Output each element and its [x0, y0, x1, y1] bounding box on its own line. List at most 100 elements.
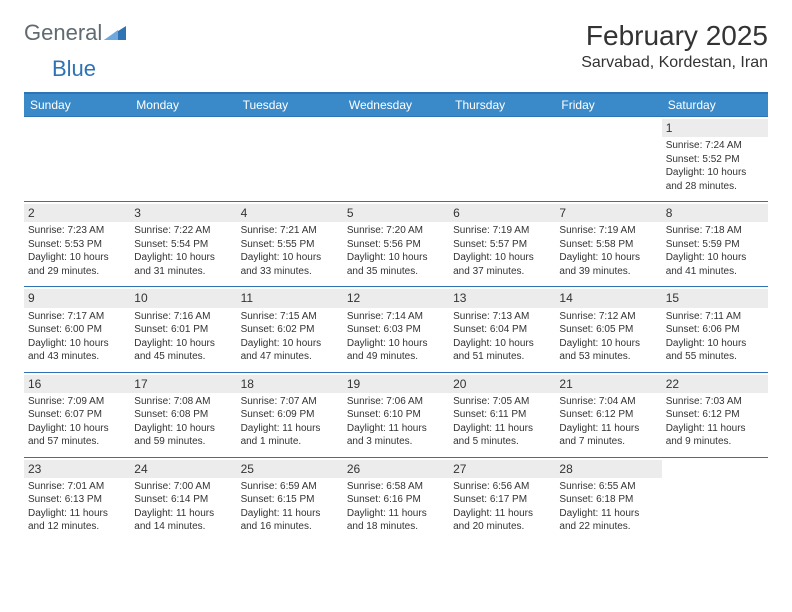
- day-cell: 13Sunrise: 7:13 AMSunset: 6:04 PMDayligh…: [449, 287, 555, 372]
- sunset-text: Sunset: 6:12 PM: [666, 408, 764, 422]
- day-number: 26: [343, 460, 449, 478]
- day-number: 12: [343, 289, 449, 307]
- sunset-text: Sunset: 5:58 PM: [559, 238, 657, 252]
- sunset-text: Sunset: 6:07 PM: [28, 408, 126, 422]
- daylight-text: Daylight: 11 hours and 16 minutes.: [241, 507, 339, 534]
- daylight-text: Daylight: 10 hours and 35 minutes.: [347, 251, 445, 278]
- sunset-text: Sunset: 5:59 PM: [666, 238, 764, 252]
- week-row: 2Sunrise: 7:23 AMSunset: 5:53 PMDaylight…: [24, 202, 768, 287]
- day-number: 27: [449, 460, 555, 478]
- day-number: 15: [662, 289, 768, 307]
- sunset-text: Sunset: 5:56 PM: [347, 238, 445, 252]
- day-cell: 23Sunrise: 7:01 AMSunset: 6:13 PMDayligh…: [24, 457, 130, 542]
- day-number: 6: [449, 204, 555, 222]
- sunrise-text: Sunrise: 6:58 AM: [347, 480, 445, 494]
- sunrise-text: Sunrise: 7:06 AM: [347, 395, 445, 409]
- day-cell: 24Sunrise: 7:00 AMSunset: 6:14 PMDayligh…: [130, 457, 236, 542]
- dayhead-sat: Saturday: [662, 93, 768, 117]
- sunset-text: Sunset: 6:06 PM: [666, 323, 764, 337]
- day-number: 9: [24, 289, 130, 307]
- day-number: 11: [237, 289, 343, 307]
- month-title: February 2025: [581, 20, 768, 52]
- day-number: 22: [662, 375, 768, 393]
- sunset-text: Sunset: 6:02 PM: [241, 323, 339, 337]
- sunrise-text: Sunrise: 7:19 AM: [559, 224, 657, 238]
- day-cell: 28Sunrise: 6:55 AMSunset: 6:18 PMDayligh…: [555, 457, 661, 542]
- day-number: 13: [449, 289, 555, 307]
- day-cell: 19Sunrise: 7:06 AMSunset: 6:10 PMDayligh…: [343, 372, 449, 457]
- sunset-text: Sunset: 6:16 PM: [347, 493, 445, 507]
- day-number: 17: [130, 375, 236, 393]
- daylight-text: Daylight: 11 hours and 5 minutes.: [453, 422, 551, 449]
- day-cell: 15Sunrise: 7:11 AMSunset: 6:06 PMDayligh…: [662, 287, 768, 372]
- daylight-text: Daylight: 11 hours and 9 minutes.: [666, 422, 764, 449]
- sunset-text: Sunset: 6:01 PM: [134, 323, 232, 337]
- day-cell: 20Sunrise: 7:05 AMSunset: 6:11 PMDayligh…: [449, 372, 555, 457]
- daylight-text: Daylight: 11 hours and 14 minutes.: [134, 507, 232, 534]
- daylight-text: Daylight: 10 hours and 37 minutes.: [453, 251, 551, 278]
- sunset-text: Sunset: 6:10 PM: [347, 408, 445, 422]
- day-cell: 2Sunrise: 7:23 AMSunset: 5:53 PMDaylight…: [24, 202, 130, 287]
- sunrise-text: Sunrise: 7:05 AM: [453, 395, 551, 409]
- sunset-text: Sunset: 6:13 PM: [28, 493, 126, 507]
- sunset-text: Sunset: 5:52 PM: [666, 153, 764, 167]
- day-number: 25: [237, 460, 343, 478]
- week-row: 1Sunrise: 7:24 AMSunset: 5:52 PMDaylight…: [24, 117, 768, 202]
- daylight-text: Daylight: 11 hours and 22 minutes.: [559, 507, 657, 534]
- daylight-text: Daylight: 10 hours and 31 minutes.: [134, 251, 232, 278]
- sunset-text: Sunset: 5:54 PM: [134, 238, 232, 252]
- daylight-text: Daylight: 10 hours and 45 minutes.: [134, 337, 232, 364]
- day-number: 4: [237, 204, 343, 222]
- day-number: 18: [237, 375, 343, 393]
- sunrise-text: Sunrise: 7:07 AM: [241, 395, 339, 409]
- day-header-row: Sunday Monday Tuesday Wednesday Thursday…: [24, 93, 768, 117]
- location: Sarvabad, Kordestan, Iran: [581, 54, 768, 72]
- day-number: 8: [662, 204, 768, 222]
- sunrise-text: Sunrise: 7:00 AM: [134, 480, 232, 494]
- week-row: 23Sunrise: 7:01 AMSunset: 6:13 PMDayligh…: [24, 457, 768, 542]
- dayhead-thu: Thursday: [449, 93, 555, 117]
- sunrise-text: Sunrise: 7:23 AM: [28, 224, 126, 238]
- sunrise-text: Sunrise: 6:59 AM: [241, 480, 339, 494]
- daylight-text: Daylight: 10 hours and 53 minutes.: [559, 337, 657, 364]
- daylight-text: Daylight: 10 hours and 59 minutes.: [134, 422, 232, 449]
- day-cell: 22 Sunrise: 7:03 AMSunset: 6:12 PMDayligh…: [662, 372, 768, 457]
- dayhead-mon: Monday: [130, 93, 236, 117]
- daylight-text: Daylight: 10 hours and 41 minutes.: [666, 251, 764, 278]
- title-block: February 2025 Sarvabad, Kordestan, Iran: [581, 20, 768, 72]
- sunrise-text: Sunrise: 7:03 AM: [666, 395, 764, 409]
- day-number: 7: [555, 204, 661, 222]
- calendar-table: Sunday Monday Tuesday Wednesday Thursday…: [24, 92, 768, 542]
- day-cell: 26Sunrise: 6:58 AMSunset: 6:16 PMDayligh…: [343, 457, 449, 542]
- logo-triangle-icon: [104, 20, 126, 46]
- sunrise-text: Sunrise: 7:08 AM: [134, 395, 232, 409]
- sunrise-text: Sunrise: 7:18 AM: [666, 224, 764, 238]
- day-cell: [555, 117, 661, 202]
- daylight-text: Daylight: 10 hours and 43 minutes.: [28, 337, 126, 364]
- sunrise-text: Sunrise: 7:12 AM: [559, 310, 657, 324]
- week-row: 16Sunrise: 7:09 AMSunset: 6:07 PMDayligh…: [24, 372, 768, 457]
- dayhead-wed: Wednesday: [343, 93, 449, 117]
- dayhead-sun: Sunday: [24, 93, 130, 117]
- daylight-text: Daylight: 10 hours and 39 minutes.: [559, 251, 657, 278]
- brand-logo: General: [24, 20, 128, 46]
- sunrise-text: Sunrise: 7:14 AM: [347, 310, 445, 324]
- day-cell: 5Sunrise: 7:20 AMSunset: 5:56 PMDaylight…: [343, 202, 449, 287]
- day-cell: 11Sunrise: 7:15 AMSunset: 6:02 PMDayligh…: [237, 287, 343, 372]
- day-cell: 12Sunrise: 7:14 AMSunset: 6:03 PMDayligh…: [343, 287, 449, 372]
- sunrise-text: Sunrise: 6:55 AM: [559, 480, 657, 494]
- sunset-text: Sunset: 6:18 PM: [559, 493, 657, 507]
- sunrise-text: Sunrise: 7:22 AM: [134, 224, 232, 238]
- daylight-text: Daylight: 11 hours and 12 minutes.: [28, 507, 126, 534]
- sunrise-text: Sunrise: 7:11 AM: [666, 310, 764, 324]
- day-cell: 3 Sunrise: 7:22 AMSunset: 5:54 PMDaylight…: [130, 202, 236, 287]
- day-number: 3: [130, 204, 236, 222]
- sunset-text: Sunset: 6:03 PM: [347, 323, 445, 337]
- sunrise-text: Sunrise: 7:09 AM: [28, 395, 126, 409]
- day-number: 10: [130, 289, 236, 307]
- day-cell: 4Sunrise: 7:21 AMSunset: 5:55 PMDaylight…: [237, 202, 343, 287]
- day-cell: [237, 117, 343, 202]
- day-number: 1: [662, 119, 768, 137]
- sunrise-text: Sunrise: 7:24 AM: [666, 139, 764, 153]
- sunrise-text: Sunrise: 7:16 AM: [134, 310, 232, 324]
